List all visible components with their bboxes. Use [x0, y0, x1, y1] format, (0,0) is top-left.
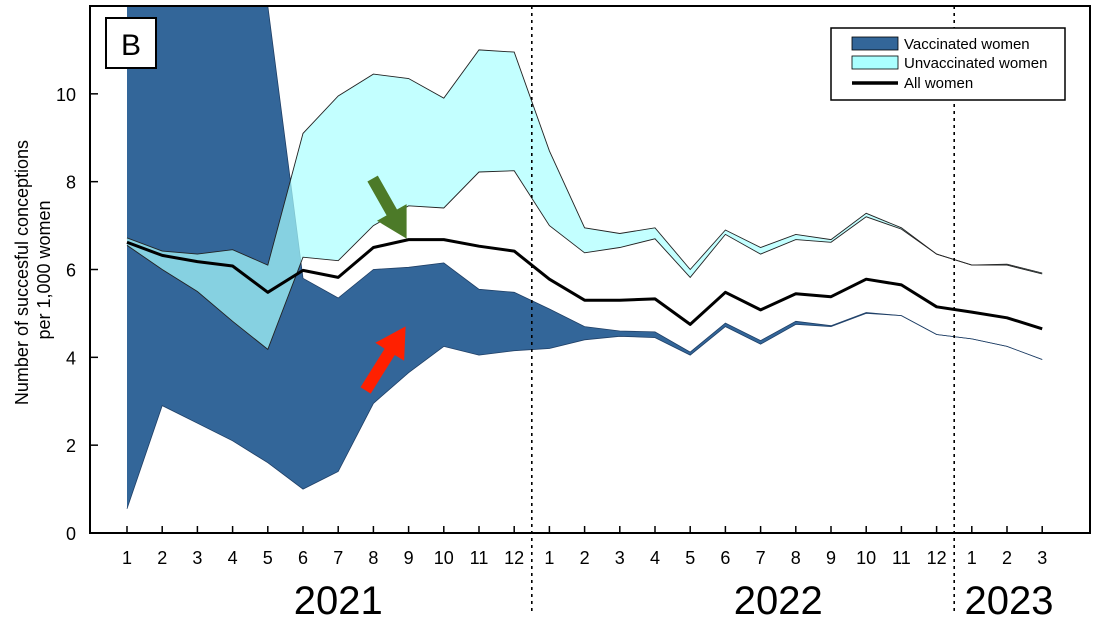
band-unvaccinated-upper-edge: [126, 49, 1043, 274]
x-tick-label: 12: [927, 548, 947, 568]
x-tick-label: 3: [192, 548, 202, 568]
x-tick-label: 8: [791, 548, 801, 568]
series-bands: [126, 6, 1043, 509]
x-tick-label: 6: [298, 548, 308, 568]
panel-label-box: B: [105, 17, 157, 69]
x-tick-label: 3: [1037, 548, 1047, 568]
band-vaccinated-lower-edge: [126, 312, 1043, 509]
year-label-2022: 2022: [734, 579, 823, 623]
y-axis-label-line-1: Number of succesful conceptions: [12, 140, 32, 405]
y-tick-label: 6: [66, 261, 76, 281]
year-labels: 2021 2022 2023: [294, 579, 1054, 623]
x-tick-label: 12: [504, 548, 524, 568]
band-vaccinated: [127, 6, 1043, 509]
x-tick-label: 9: [826, 548, 836, 568]
y-axis-label-line-2: per 1,000 women: [34, 200, 54, 339]
y-tick-label: 2: [66, 436, 76, 456]
legend-swatch-unvaccinated: [851, 55, 899, 70]
x-tick-label: 11: [470, 548, 489, 568]
x-tick-label: 10: [434, 548, 454, 568]
x-tick-label: 8: [368, 548, 378, 568]
x-tick-label: 9: [404, 548, 414, 568]
y-tick-label: 10: [56, 85, 76, 105]
y-tick-label: 0: [66, 524, 76, 544]
series-lines: [126, 238, 1043, 331]
x-tick-label: 1: [967, 548, 977, 568]
y-tick-label: 4: [66, 348, 76, 368]
x-tick-label: 11: [892, 548, 911, 568]
x-tick-label: 5: [263, 548, 273, 568]
x-tick-label: 1: [122, 548, 132, 568]
x-tick-label: 3: [615, 548, 625, 568]
y-tick-label: 8: [66, 173, 76, 193]
x-tick-label: 7: [756, 548, 766, 568]
x-tick-label: 5: [685, 548, 695, 568]
line-all-women: [126, 238, 1043, 331]
y-axis-label: Number of succesful conceptions per 1,00…: [12, 135, 54, 405]
x-tick-label: 2: [580, 548, 590, 568]
x-tick-label: 6: [720, 548, 730, 568]
year-dividers: [530, 6, 956, 612]
panel-label: B: [121, 29, 141, 62]
x-tick-label: 2: [1002, 548, 1012, 568]
x-tick-label: 4: [650, 548, 660, 568]
x-tick-label: 4: [228, 548, 238, 568]
x-tick-label: 10: [856, 548, 876, 568]
band-unvaccinated: [127, 49, 1043, 350]
band-unvaccinated-lower-edge: [126, 170, 1043, 351]
y-axis-ticks: 0 2 4 6 8 10: [56, 85, 98, 544]
legend: Vaccinated women Unvaccinated women All …: [830, 27, 1066, 101]
x-tick-label: 2: [157, 548, 167, 568]
red-arrow: [360, 326, 406, 394]
annotation-arrows: [360, 175, 407, 394]
legend-label-all: All women: [904, 75, 973, 92]
year-label-2023: 2023: [965, 579, 1054, 623]
x-tick-label: 1: [544, 548, 554, 568]
x-tick-label: 7: [333, 548, 343, 568]
green-arrow: [367, 175, 407, 239]
legend-label-vaccinated: Vaccinated women: [904, 36, 1030, 53]
legend-swatch-vaccinated: [851, 36, 899, 51]
legend-label-unvaccinated: Unvaccinated women: [904, 55, 1047, 72]
year-label-2021: 2021: [294, 579, 383, 623]
x-axis-ticks: 1 2 3 4 5 6 7 8 9 10 11 12 1 2 3 4 5 6 7 8 9 10 11 12 1 2 3: [122, 526, 1047, 568]
